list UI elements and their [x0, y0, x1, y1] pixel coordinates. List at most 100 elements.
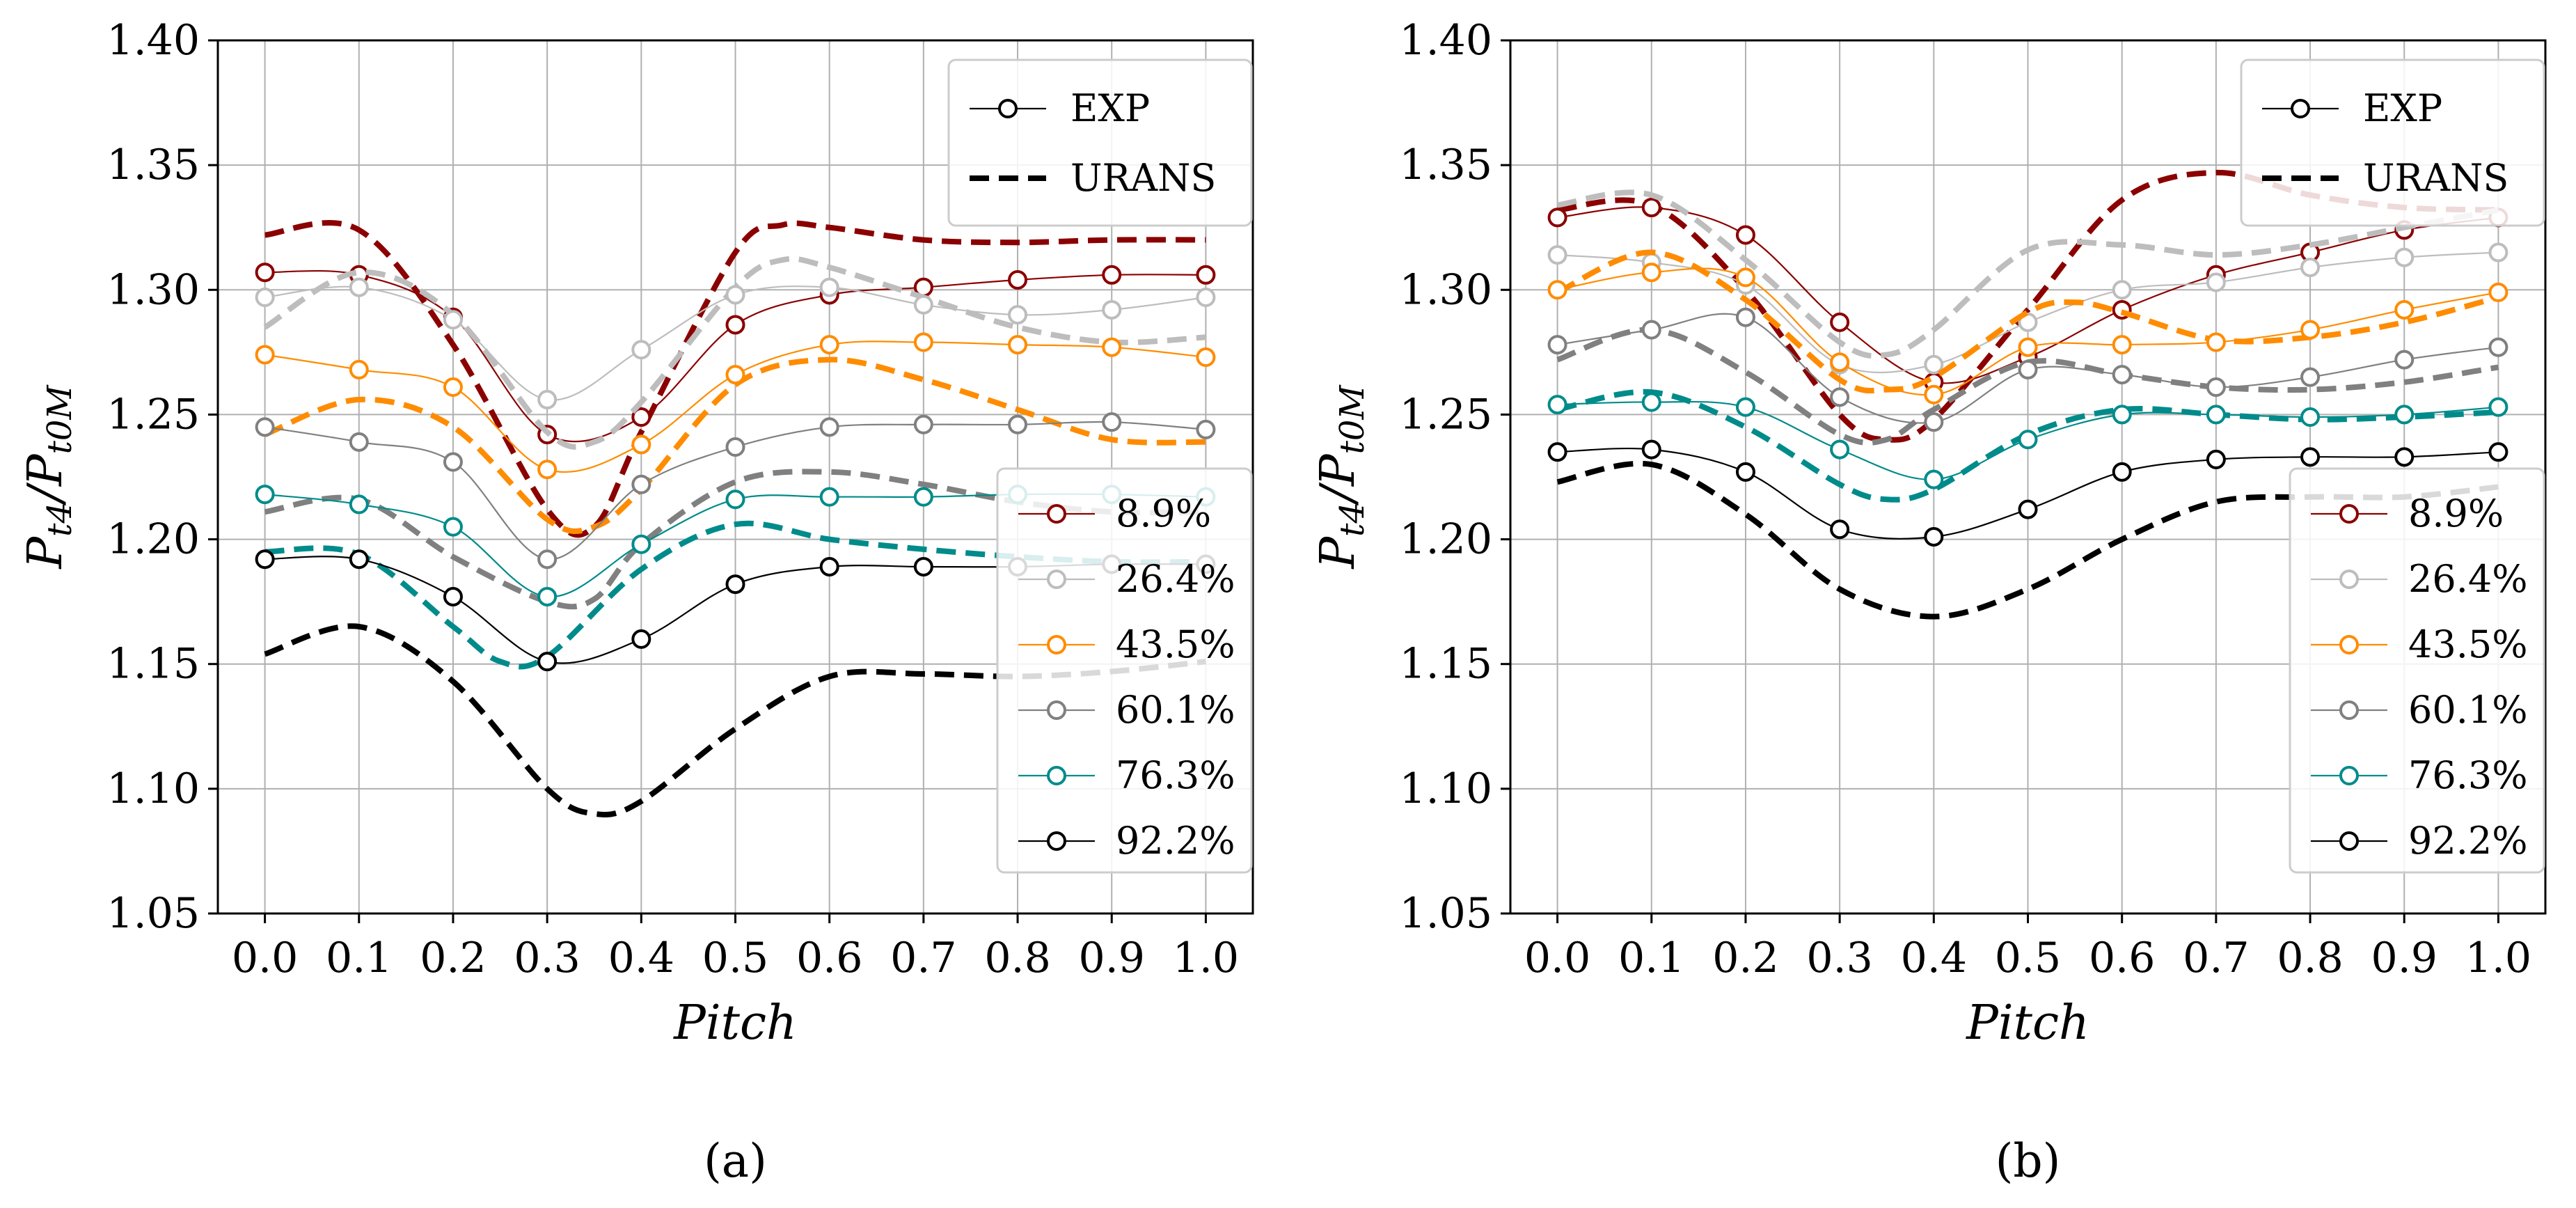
- legend-span-label: 76.3%: [1116, 753, 1235, 797]
- legend-span-label: 26.4%: [2408, 557, 2528, 601]
- exp-point: [913, 332, 933, 352]
- plot-frame: [1509, 39, 2547, 915]
- y-axis-label-part: t0M: [1333, 384, 1372, 455]
- exp-line-26.4%: [264, 285, 1206, 401]
- exp-point: [2488, 282, 2508, 302]
- x-tick-label: 0.7: [2183, 934, 2249, 982]
- x-tick-label: 0.0: [1524, 934, 1590, 982]
- exp-point: [2394, 405, 2415, 425]
- x-tick-label: 0.6: [2089, 934, 2155, 982]
- exp-point: [2488, 442, 2508, 462]
- exp-line-60.1%: [1557, 313, 2499, 424]
- exp-point: [2112, 365, 2132, 385]
- x-tick-label: 0.9: [1079, 934, 1145, 982]
- exp-point: [2018, 337, 2038, 357]
- legend-spans: 8.9% 26.4% 43.5% 60.1% 76.3% 92.2%: [996, 467, 1253, 874]
- exp-point: [2300, 258, 2321, 278]
- legend-span-marker: [1047, 570, 1066, 589]
- y-tick-label: 1.10: [1399, 764, 1492, 813]
- exp-point: [2394, 299, 2415, 320]
- exp-point: [2300, 407, 2321, 427]
- y-tick-label: 1.35: [1399, 141, 1492, 189]
- legend-style-box: [2240, 58, 2545, 227]
- legend-style: EXP URANS: [2240, 58, 2545, 227]
- exp-point: [2394, 350, 2415, 370]
- y-tick-label: 1.15: [106, 640, 200, 689]
- exp-point: [2488, 337, 2508, 357]
- exp-point: [913, 556, 933, 576]
- exp-point: [1641, 262, 1661, 283]
- exp-point: [2300, 447, 2321, 467]
- exp-point: [2112, 462, 2132, 482]
- chart-panel-a: 0.0 0.1 0.2 0.3 0.4 0.5 0.6 0.7 0.8 0.9 1.0 1.05 1.1…: [18, 16, 1254, 1188]
- exp-point: [2488, 242, 2508, 262]
- exp-point: [1830, 352, 1850, 372]
- exp-point: [631, 340, 651, 360]
- urans-line-26.4%: [263, 256, 1206, 450]
- x-tick-label: 0.5: [1995, 934, 2061, 982]
- legend-exp-marker: [998, 99, 1018, 118]
- urans-line-76.3%: [1556, 389, 2499, 503]
- exp-point: [537, 389, 558, 409]
- exp-point: [2394, 247, 2415, 267]
- exp-point: [349, 277, 369, 297]
- exp-point: [443, 377, 463, 398]
- exp-point: [2018, 430, 2038, 450]
- legend-span-marker: [1047, 504, 1066, 524]
- y-tick-label: 1.40: [106, 16, 200, 65]
- x-tick-label: 0.1: [1618, 934, 1684, 982]
- legend-span-label: 43.5%: [2408, 622, 2528, 666]
- exp-point: [255, 485, 275, 505]
- exp-point: [2018, 359, 2038, 379]
- panel-label: (b): [1996, 1134, 2061, 1188]
- exp-point: [1924, 354, 1944, 375]
- exp-point: [819, 335, 839, 355]
- exp-point: [1196, 265, 1216, 285]
- exp-point: [2206, 272, 2226, 292]
- exp-point: [819, 277, 839, 297]
- x-tick-label: 0.4: [1901, 934, 1967, 982]
- y-tick-label: 1.05: [106, 889, 200, 938]
- legend-span-marker: [2339, 831, 2359, 851]
- exp-point: [2206, 449, 2226, 469]
- exp-point: [1547, 245, 1567, 265]
- exp-point: [725, 315, 745, 335]
- exp-point: [255, 417, 275, 437]
- y-axis-label-part: t4: [1333, 502, 1372, 537]
- exp-point: [1547, 280, 1567, 300]
- y-axis-label-part: t0M: [40, 384, 79, 455]
- exp-point: [2206, 377, 2226, 398]
- legend-span-label: 26.4%: [1116, 557, 1235, 601]
- exp-point: [1924, 412, 1944, 432]
- exp-point: [819, 556, 839, 576]
- legend-span-marker: [1047, 700, 1066, 720]
- exp-point: [255, 345, 275, 365]
- legend-spans: 8.9% 26.4% 43.5% 60.1% 76.3% 92.2%: [2289, 467, 2545, 874]
- x-tick-label: 0.7: [890, 934, 956, 982]
- y-axis-label-part: /P: [1311, 453, 1366, 506]
- exp-point: [725, 285, 745, 305]
- x-tick-label: 0.8: [2277, 934, 2343, 982]
- plot-frame: [216, 39, 1254, 915]
- legend-span-marker: [1047, 766, 1066, 785]
- exp-point: [255, 262, 275, 283]
- exp-line-60.1%: [264, 421, 1206, 560]
- exp-point: [2112, 280, 2132, 300]
- y-axis-label-part: P: [1311, 536, 1366, 570]
- exp-point: [819, 487, 839, 507]
- exp-point: [1547, 395, 1567, 415]
- panel-label: (a): [704, 1134, 767, 1188]
- y-tick-label: 1.05: [1399, 889, 1492, 938]
- exp-point: [1008, 305, 1028, 325]
- exp-point: [1924, 469, 1944, 489]
- x-tick-label: 0.2: [420, 934, 486, 982]
- urans-line-8.9%: [264, 220, 1206, 538]
- exp-point: [1735, 397, 1755, 417]
- exp-point: [349, 359, 369, 379]
- exp-point: [1008, 414, 1028, 434]
- exp-point: [1830, 439, 1850, 460]
- legend-span-label: 92.2%: [1116, 819, 1235, 863]
- exp-point: [1641, 439, 1661, 460]
- legend-urans-label: URANS: [2363, 156, 2508, 200]
